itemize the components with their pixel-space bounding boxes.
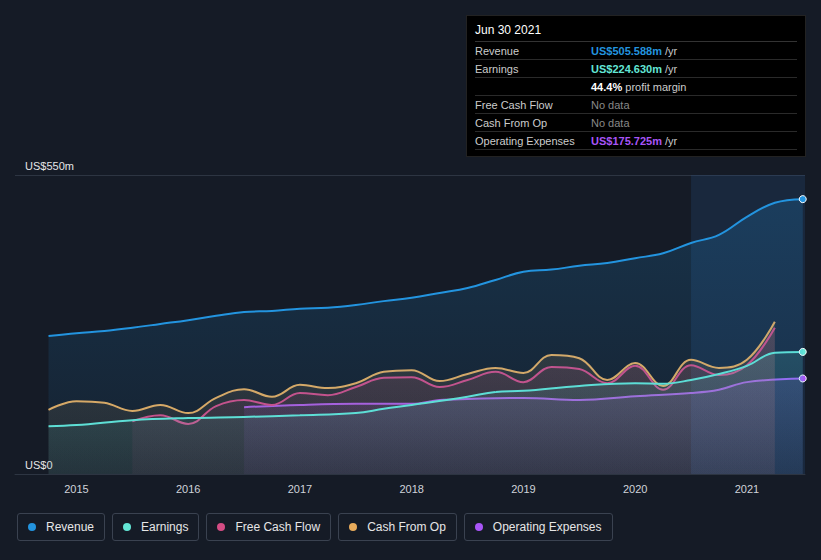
svg-text:2017: 2017 [288,483,312,495]
html-text:Earnings: Earnings [141,520,189,534]
html-text:No data: No data [591,99,630,111]
svg-text:2019: 2019 [511,483,535,495]
html-text:US$224.630m /yr: US$224.630m /yr [591,63,678,75]
svg-text:2018: 2018 [399,483,423,495]
html-text:Cash From Op: Cash From Op [475,117,548,129]
html-text:44.4% profit margin: 44.4% profit margin [591,81,687,93]
html-text:Revenue: Revenue [475,45,519,57]
svg-text:2020: 2020 [623,483,647,495]
html-text:Jun 30 2021: Jun 30 2021 [475,23,542,37]
svg-text:US$550m: US$550m [25,160,74,172]
html-text:US$175.725m /yr: US$175.725m /yr [591,135,678,147]
html-text:Cash From Op: Cash From Op [367,520,446,534]
html-text:Operating Expenses: Operating Expenses [475,135,575,147]
html-text:No data: No data [591,117,630,129]
svg-text:2021: 2021 [735,483,759,495]
html-text:Revenue: Revenue [46,520,94,534]
svg-text:2015: 2015 [64,483,88,495]
html-text:Free Cash Flow: Free Cash Flow [235,520,321,534]
html-text:US$505.588m /yr: US$505.588m /yr [591,45,678,57]
svg-text:2016: 2016 [176,483,200,495]
html-text:Earnings: Earnings [475,63,519,75]
svg-text:US$0: US$0 [25,459,53,471]
html-text:Operating Expenses: Operating Expenses [492,520,602,534]
html-text:Free Cash Flow: Free Cash Flow [475,99,553,111]
